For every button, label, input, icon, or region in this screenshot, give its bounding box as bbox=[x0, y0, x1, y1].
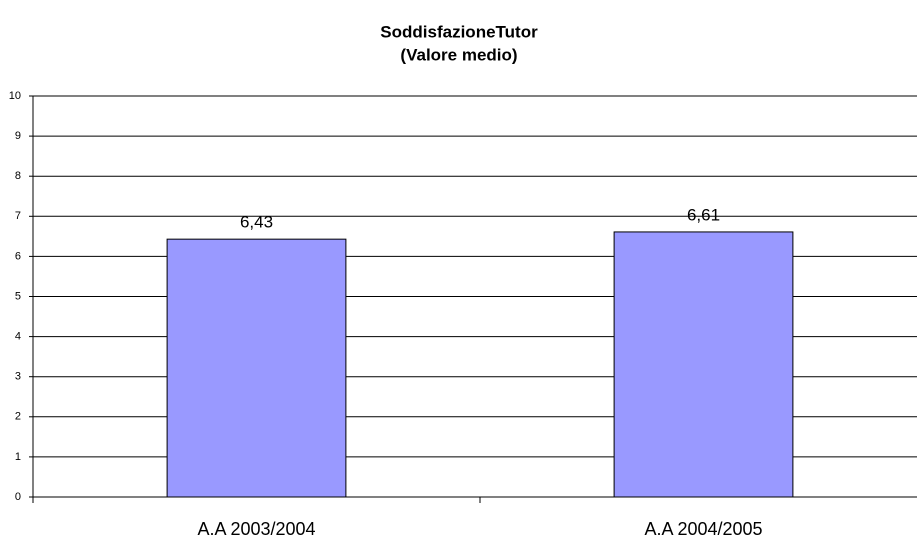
y-tick-label: 8 bbox=[15, 170, 21, 182]
y-tick-label: 5 bbox=[15, 290, 21, 302]
x-tick-label: A.A 2003/2004 bbox=[197, 519, 315, 539]
y-tick-label: 2 bbox=[15, 411, 21, 423]
chart-title: SoddisfazioneTutor bbox=[380, 22, 538, 41]
chart-subtitle: (Valore medio) bbox=[400, 45, 517, 64]
bar bbox=[166, 238, 347, 498]
value-label: 6,43 bbox=[240, 213, 273, 232]
x-tick-label: A.A 2004/2005 bbox=[644, 519, 762, 539]
y-tick-label: 0 bbox=[15, 491, 21, 503]
y-tick-label: 6 bbox=[15, 250, 21, 262]
y-tick-label: 1 bbox=[15, 451, 21, 463]
bar bbox=[613, 231, 794, 498]
y-tick-label: 3 bbox=[15, 371, 21, 383]
y-tick-label: 4 bbox=[15, 331, 21, 343]
value-label: 6,61 bbox=[687, 205, 720, 224]
y-tick-label: 7 bbox=[15, 210, 21, 222]
y-tick-label: 9 bbox=[15, 130, 21, 142]
y-tick-label: 10 bbox=[9, 90, 21, 102]
